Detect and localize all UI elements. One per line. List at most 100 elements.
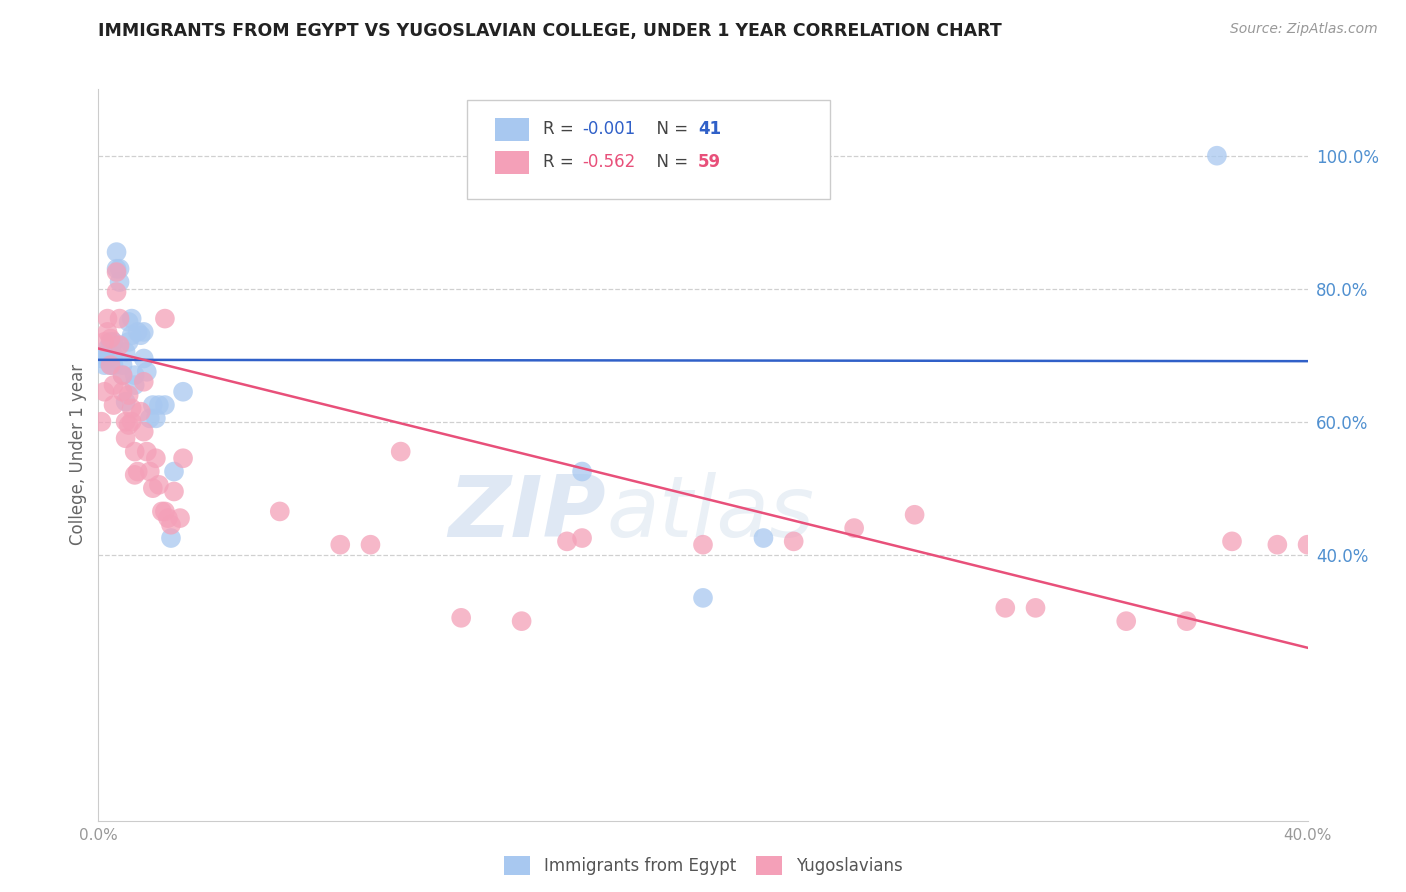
Point	[114, 431, 136, 445]
Point	[118, 315, 141, 329]
Text: N =: N =	[647, 153, 693, 171]
Text: IMMIGRANTS FROM EGYPT VS YUGOSLAVIAN COLLEGE, UNDER 1 YEAR CORRELATION CHART: IMMIGRANTS FROM EGYPT VS YUGOSLAVIAN COL…	[98, 22, 1002, 40]
Point	[904, 508, 927, 522]
Point	[111, 368, 134, 383]
Point	[93, 348, 115, 362]
Point	[114, 344, 136, 359]
Text: 59: 59	[699, 153, 721, 171]
Point	[105, 245, 128, 260]
Point	[90, 415, 112, 429]
Point	[555, 534, 578, 549]
Point	[994, 600, 1017, 615]
Point	[1220, 534, 1243, 549]
Point	[100, 358, 122, 372]
Point	[163, 465, 186, 479]
Text: 41: 41	[699, 120, 721, 138]
Point	[783, 534, 806, 549]
Point	[692, 591, 714, 605]
Point	[752, 531, 775, 545]
Point	[135, 444, 157, 458]
Point	[118, 388, 141, 402]
Point	[105, 285, 128, 299]
Point	[571, 465, 593, 479]
Point	[389, 444, 412, 458]
Point	[96, 351, 118, 366]
Point	[450, 611, 472, 625]
Point	[127, 465, 149, 479]
Point	[96, 325, 118, 339]
Text: N =: N =	[647, 120, 693, 138]
Point	[132, 375, 155, 389]
Point	[118, 417, 141, 432]
Point	[132, 425, 155, 439]
Point	[160, 531, 183, 545]
Point	[108, 261, 131, 276]
Point	[124, 467, 146, 482]
Point	[90, 351, 112, 366]
Point	[105, 265, 128, 279]
Point	[153, 504, 176, 518]
Point	[103, 348, 125, 362]
Point	[124, 368, 146, 383]
Point	[100, 334, 122, 349]
Point	[150, 504, 173, 518]
Point	[103, 398, 125, 412]
Point	[269, 504, 291, 518]
Point	[127, 325, 149, 339]
Point	[692, 538, 714, 552]
Point	[1206, 149, 1229, 163]
Point	[124, 378, 146, 392]
Point	[108, 338, 131, 352]
Point	[163, 484, 186, 499]
Point	[172, 384, 194, 399]
Text: -0.562: -0.562	[582, 153, 636, 171]
Text: R =: R =	[543, 153, 579, 171]
Point	[114, 415, 136, 429]
Text: atlas: atlas	[606, 472, 814, 555]
Point	[96, 342, 118, 356]
Point	[510, 614, 533, 628]
Point	[121, 415, 143, 429]
Point	[93, 358, 115, 372]
Point	[108, 311, 131, 326]
Point	[844, 521, 866, 535]
FancyBboxPatch shape	[495, 151, 529, 174]
Legend: Immigrants from Egypt, Yugoslavians: Immigrants from Egypt, Yugoslavians	[496, 849, 910, 882]
Point	[172, 451, 194, 466]
Point	[111, 384, 134, 399]
Point	[139, 465, 162, 479]
Point	[111, 368, 134, 383]
Point	[121, 401, 143, 416]
Point	[121, 311, 143, 326]
Point	[571, 531, 593, 545]
Point	[139, 411, 162, 425]
Point	[1175, 614, 1198, 628]
Y-axis label: College, Under 1 year: College, Under 1 year	[69, 364, 87, 546]
Point	[160, 517, 183, 532]
Point	[96, 311, 118, 326]
Point	[103, 378, 125, 392]
Point	[145, 411, 167, 425]
Point	[156, 511, 179, 525]
Point	[145, 451, 167, 466]
Point	[148, 398, 170, 412]
Point	[121, 328, 143, 343]
Point	[129, 405, 152, 419]
Point	[114, 394, 136, 409]
Point	[124, 444, 146, 458]
Point	[1115, 614, 1137, 628]
Point	[1267, 538, 1289, 552]
Point	[1296, 538, 1319, 552]
Point	[103, 334, 125, 349]
Point	[100, 358, 122, 372]
Point	[132, 325, 155, 339]
Point	[142, 398, 165, 412]
Point	[111, 358, 134, 372]
Point	[93, 334, 115, 349]
Point	[169, 511, 191, 525]
Point	[135, 365, 157, 379]
Point	[153, 311, 176, 326]
Point	[100, 332, 122, 346]
Point	[108, 275, 131, 289]
Point	[105, 261, 128, 276]
